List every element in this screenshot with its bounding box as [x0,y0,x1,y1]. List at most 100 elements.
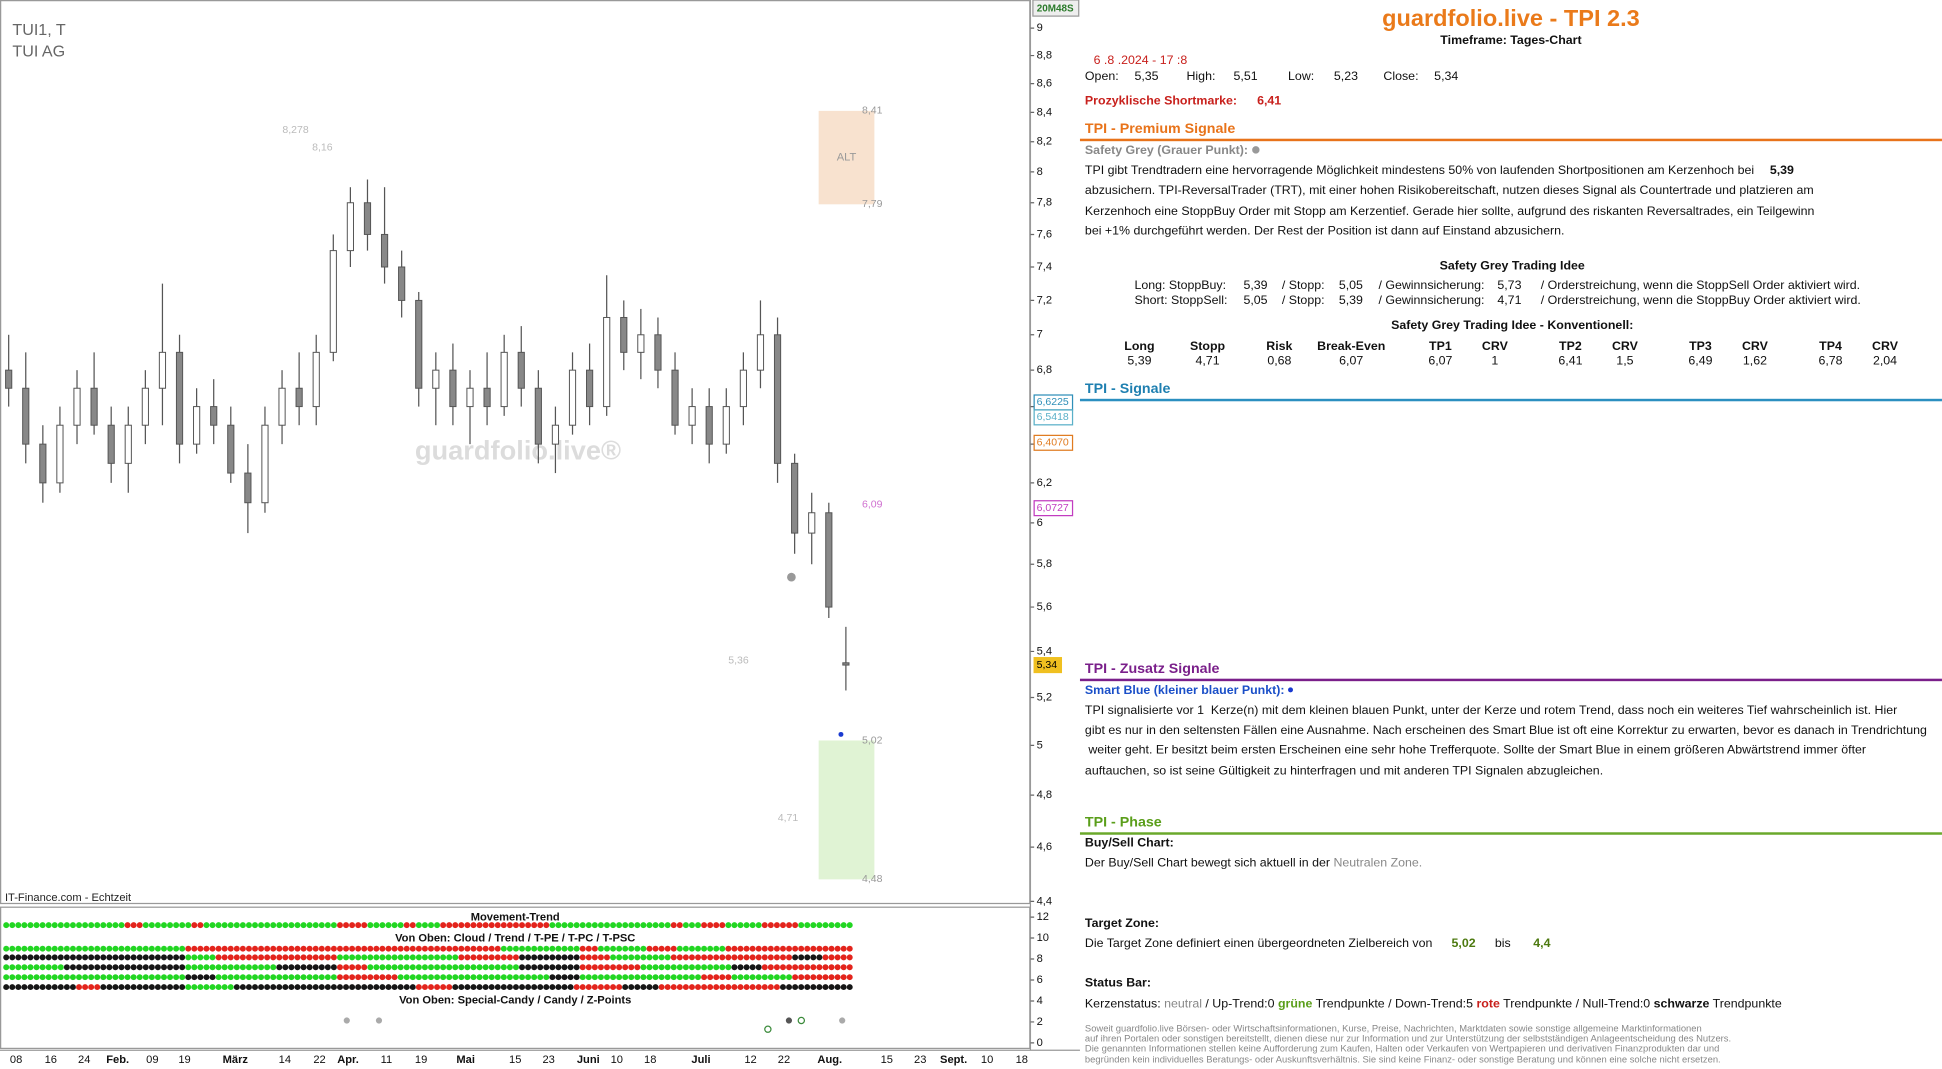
trend-dot [276,984,283,991]
trend-dot [294,954,301,961]
trend-dot [288,945,295,952]
trend-dot [810,974,817,981]
trend-dot [658,984,665,991]
trend-dot [428,984,434,991]
trend-dot [173,964,180,971]
trend-dot [664,984,671,991]
trend-dot [725,974,732,981]
shortmark-label: Prozyklische Shortmarke: [1084,94,1238,109]
paragraph-line: weiter geht. Er besitzt beim ersten Ersc… [1084,744,1867,758]
price-tag-label: 6,0727 [1037,502,1069,514]
trend-dot [701,922,708,929]
table-header: CRV [1741,339,1768,354]
trend-dot [136,954,143,961]
trend-dot [94,984,101,991]
trend-dot [743,945,750,952]
trend-dot [428,954,434,961]
candle-body [688,406,696,426]
trend-dot [567,945,574,952]
text-part: rote [1476,997,1500,1012]
candle-body [363,202,372,235]
trend-dot [731,954,738,961]
trend-dot [154,922,161,929]
trend-dot [245,964,252,971]
trend-dot [324,964,331,971]
price-tag [1033,500,1074,517]
section-heading: TPI - Phase [1084,815,1162,831]
trend-dot [755,945,762,952]
trend-dot [415,954,422,961]
trend-dot [21,945,28,952]
trend-dot [658,922,665,929]
trend-dot [561,974,568,981]
trend-dot [543,922,550,929]
trend-dot [276,945,283,952]
trend-dot [76,964,82,971]
trend-dot [403,964,410,971]
trend-dot [549,984,556,991]
status-line: Kerzenstatus: neutral / Up-Trend:0 grüne… [1085,996,1782,1012]
trend-dot [482,954,489,961]
trend-dot [597,922,604,929]
trend-dot [173,954,180,961]
trend-dot [45,954,52,961]
trend-dot [106,964,113,971]
trend-dot [494,984,501,991]
trend-dot [555,964,562,971]
trend-dot [688,945,695,952]
trend-dot [397,954,404,961]
trend-dot [294,964,301,971]
x-tick-label: 22 [778,1054,790,1066]
zone-title: ALT [837,152,857,164]
trend-dot [148,964,155,971]
trend-dot [63,945,70,952]
y-tick-label: 7,4 [1037,261,1052,273]
trend-dot [446,984,453,991]
trend-dot [664,954,671,961]
trend-dot [743,954,750,961]
trend-dot [434,922,441,929]
trend-dot [506,945,513,952]
trend-dot [312,945,319,952]
trend-dot [15,945,22,952]
trend-dot [9,945,16,952]
trend-dot [367,922,374,929]
trend-dot [676,984,683,991]
trend-dot [197,964,204,971]
trend-dot [452,945,459,952]
trend-dot [695,974,701,981]
idea-cell: / Orderstreichung, wenn die StoppSell Or… [1540,279,1861,293]
trend-dot [27,954,34,961]
trend-dot [640,974,647,981]
z-point [375,1017,383,1024]
trend-dot [549,922,556,929]
x-tick-label: 23 [914,1054,926,1066]
trend-dot [804,954,811,961]
y-tick-label: 8,2 [1037,136,1052,148]
trend-dot [670,954,677,961]
trend-dot [494,922,501,929]
trend-dot [88,945,95,952]
trend-dot [118,954,125,961]
trend-dot [652,954,659,961]
trend-dot [264,922,271,929]
y-tick-label: 5 [1037,739,1043,751]
trend-dot [597,945,604,952]
y-tick-label: 7 [1037,329,1043,341]
trend-dot [701,954,708,961]
trend-dot [167,984,174,991]
trend-dot [270,954,277,961]
trend-dot [470,964,477,971]
trend-dot [264,984,271,991]
signal-name: Safety Grey (Grauer Punkt): [1084,144,1249,158]
subtitle: Timeframe: Tages-Chart [1440,34,1582,48]
idea-cell: 5,73 [1497,279,1522,293]
trend-dot [391,954,398,961]
trend-dot [239,922,246,929]
trend-dot [336,964,343,971]
y-tick-label: 9 [1037,22,1043,34]
trend-dot [130,964,137,971]
signal-name: Smart Blue (kleiner blauer Punkt): [1084,684,1285,698]
trend-dot [373,922,380,929]
trend-dot [555,945,562,952]
